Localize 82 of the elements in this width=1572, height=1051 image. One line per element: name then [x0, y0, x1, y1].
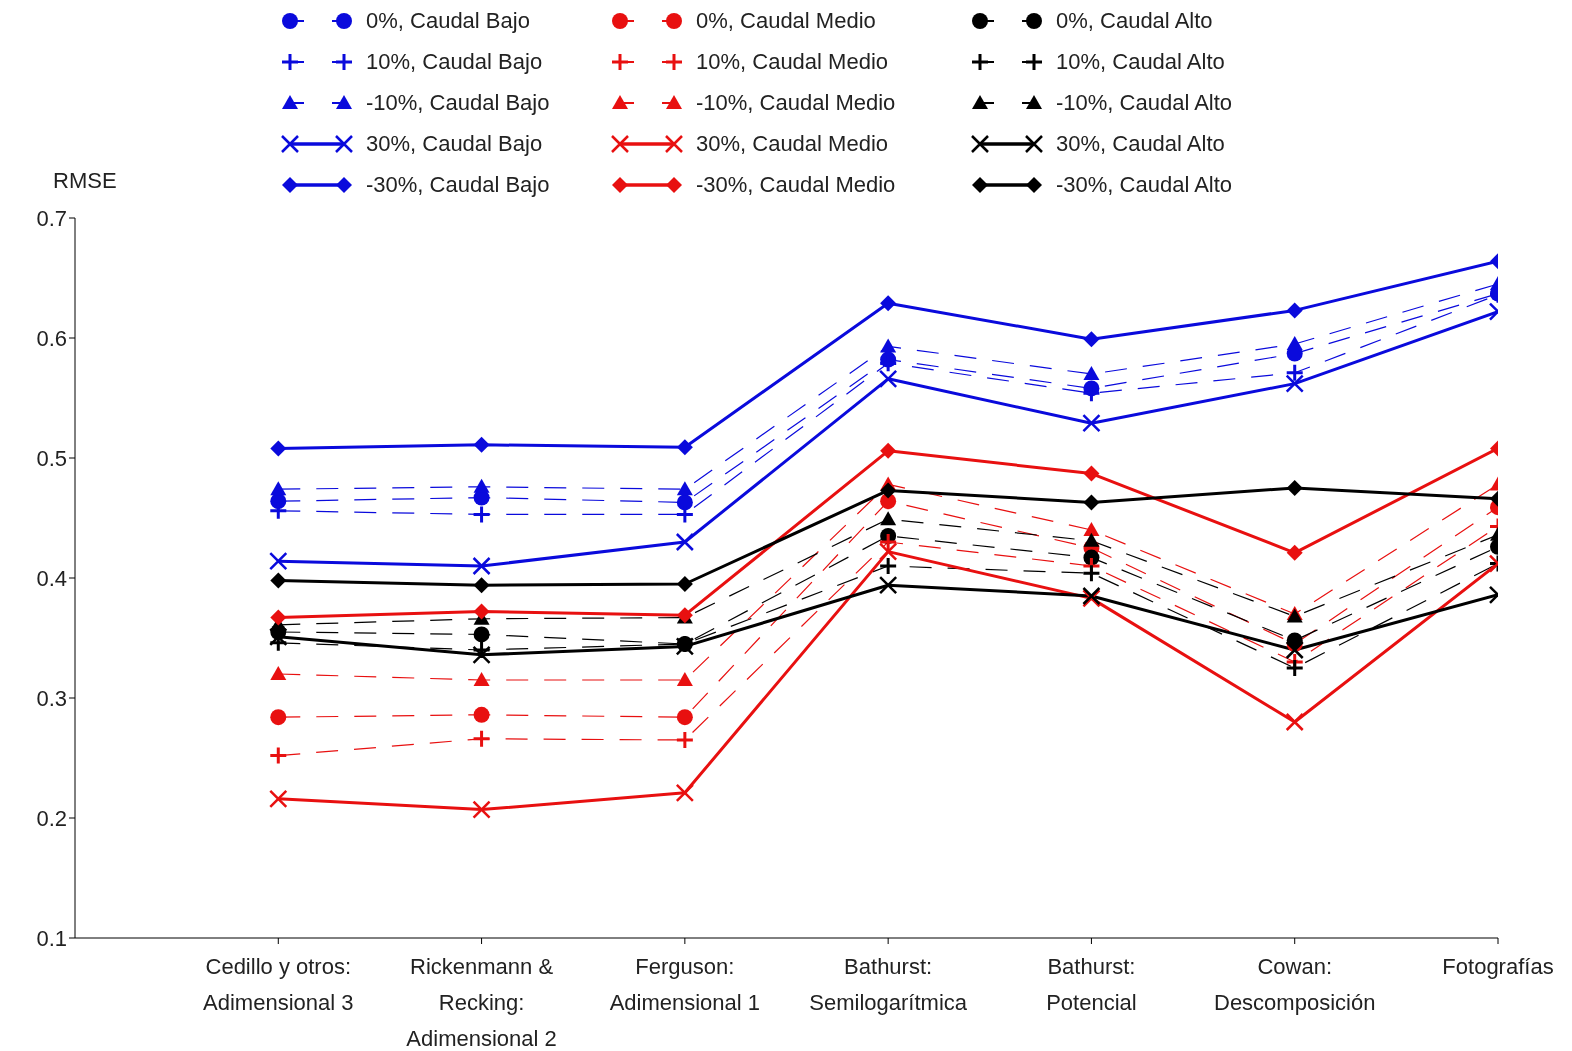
point — [676, 672, 693, 686]
y-tick-label: 0.7 — [36, 205, 67, 231]
legend-label: -10%, Caudal Alto — [1056, 90, 1233, 116]
legend-label: 30%, Caudal Medio — [696, 131, 889, 157]
point — [1286, 336, 1303, 350]
x-tick-label: Cowan: Descomposición — [1214, 954, 1376, 1015]
point — [473, 478, 490, 493]
point — [269, 551, 288, 571]
y-tick-label: 0.3 — [36, 685, 67, 711]
point — [1082, 413, 1101, 433]
point — [1285, 712, 1304, 732]
legend-label: 10%, Caudal Medio — [696, 49, 889, 75]
point — [270, 666, 287, 680]
legend-label: 10%, Caudal Alto — [1056, 49, 1225, 75]
point — [1285, 658, 1305, 678]
point — [270, 440, 287, 457]
point — [472, 800, 491, 819]
point — [880, 511, 897, 526]
point — [473, 436, 490, 453]
point — [472, 556, 491, 576]
legend-label: 30%, Caudal Alto — [1056, 131, 1225, 157]
point — [269, 789, 288, 809]
point — [473, 603, 490, 620]
legend-label: -30%, Caudal Medio — [696, 172, 896, 198]
point — [880, 482, 897, 499]
point — [880, 295, 897, 312]
point — [1083, 532, 1100, 547]
legend-label: -10%, Caudal Medio — [696, 90, 896, 116]
point — [880, 338, 897, 353]
point — [473, 706, 490, 723]
x-tick-label: Bathurst: Semilogarítmica — [809, 954, 968, 1015]
y-tick-label: 0.6 — [36, 325, 67, 351]
point — [676, 481, 693, 496]
point — [1286, 544, 1303, 561]
point — [675, 532, 695, 552]
point — [1083, 522, 1100, 536]
y-tick-label: 0.1 — [36, 925, 67, 951]
point — [270, 572, 287, 589]
legend-label: 0%, Caudal Bajo — [366, 8, 530, 34]
point — [270, 481, 287, 496]
y-tick-label: 0.5 — [36, 445, 67, 471]
point — [1081, 563, 1101, 583]
point — [1083, 465, 1100, 482]
legend-label: 0%, Caudal Medio — [696, 8, 876, 34]
point — [1083, 494, 1100, 511]
x-tick-label: Cedillo y otros: Adimensional 3 — [203, 954, 354, 1015]
point — [472, 504, 492, 524]
point — [1083, 366, 1100, 380]
point — [1083, 331, 1100, 348]
point — [675, 730, 695, 750]
point — [676, 576, 693, 592]
point — [878, 575, 898, 595]
legend-label: 10%, Caudal Bajo — [366, 49, 543, 75]
point — [473, 626, 490, 643]
point — [270, 609, 287, 626]
point — [675, 783, 695, 803]
point — [676, 709, 693, 726]
legend-label: -10%, Caudal Bajo — [366, 90, 550, 116]
y-tick-label: 0.4 — [36, 565, 67, 591]
legend-label: -30%, Caudal Bajo — [366, 172, 550, 198]
point — [676, 439, 693, 456]
y-axis-title: RMSE — [53, 168, 117, 193]
point — [878, 369, 898, 389]
x-tick-label: Ferguson: Adimensional 1 — [609, 954, 761, 1015]
point — [472, 729, 492, 749]
legend-label: -30%, Caudal Alto — [1056, 172, 1233, 198]
point — [676, 494, 693, 511]
point — [473, 577, 490, 594]
point — [270, 709, 287, 726]
point — [1285, 640, 1304, 660]
point — [1286, 302, 1303, 319]
x-tick-label: Fotografías — [1442, 954, 1554, 979]
legend-label: 30%, Caudal Bajo — [366, 131, 543, 157]
point — [473, 672, 490, 686]
point — [880, 442, 897, 459]
x-tick-label: Rickenmann & Recking: Adimensional 2 — [406, 954, 557, 1051]
point — [1286, 480, 1303, 496]
y-tick-label: 0.2 — [36, 805, 67, 831]
x-tick-label: Bathurst: Potencial — [1046, 954, 1137, 1015]
point — [878, 556, 898, 576]
legend-label: 0%, Caudal Alto — [1056, 8, 1213, 34]
point — [268, 746, 288, 766]
